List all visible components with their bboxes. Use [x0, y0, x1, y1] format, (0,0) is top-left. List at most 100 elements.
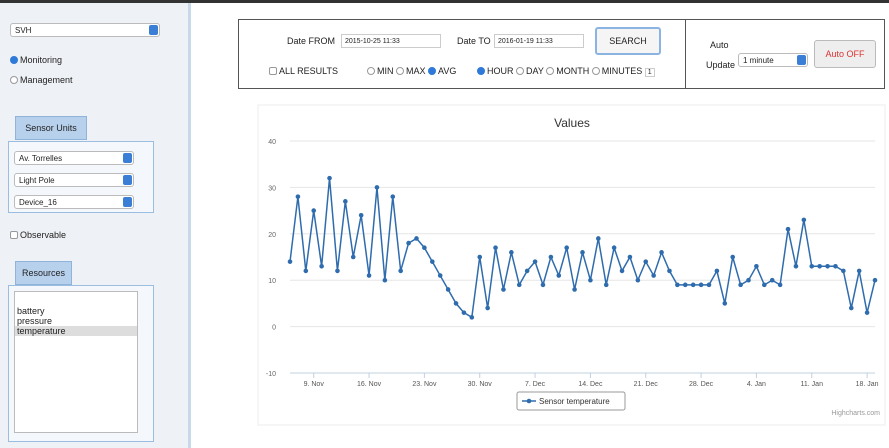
- point: [532, 259, 538, 264]
- legend-box: [516, 391, 626, 411]
- point: [477, 254, 483, 260]
- date-from[interactable]: 2015-10-25 11:33: [341, 34, 441, 48]
- point: [643, 259, 649, 264]
- point: [516, 282, 522, 288]
- search-button[interactable]: SEARCH: [595, 27, 661, 55]
- x-tick-label: 21. Dec: [634, 381, 659, 388]
- point: [358, 212, 364, 218]
- radio[interactable]: [591, 67, 600, 75]
- list-item[interactable]: temperature: [15, 326, 137, 336]
- select[interactable]: Av. Torrelles: [14, 151, 134, 165]
- point: [667, 268, 672, 274]
- point: [746, 277, 751, 283]
- aggregates: MIN MAX AVG: [367, 66, 456, 76]
- radio[interactable]: [477, 67, 485, 75]
- point: [303, 268, 309, 274]
- label: Auto: [710, 40, 729, 50]
- tab[interactable]: Resources: [15, 261, 72, 285]
- point: [509, 250, 514, 255]
- point: [730, 254, 736, 260]
- list-item[interactable]: pressure: [17, 316, 53, 326]
- point: [841, 268, 846, 274]
- point: [437, 273, 443, 278]
- interval-select[interactable]: 1 minute: [738, 53, 808, 67]
- intervals: HOUR DAY MONTH MINUTES 1: [477, 66, 655, 77]
- select[interactable]: Device_16: [14, 195, 134, 209]
- observable-checkbox[interactable]: Observable: [10, 230, 66, 240]
- point: [469, 315, 475, 320]
- credit: Highcharts.com: [831, 410, 880, 417]
- label: Management: [20, 75, 73, 85]
- y-tick-label: 20: [268, 232, 276, 239]
- point: [864, 310, 870, 315]
- date-to[interactable]: 2016-01-19 11:33: [494, 34, 584, 48]
- label: MINUTES: [601, 66, 643, 76]
- radio[interactable]: [546, 67, 555, 75]
- point: [414, 236, 419, 241]
- point: [287, 259, 293, 264]
- point: [445, 287, 451, 292]
- point: [588, 277, 593, 283]
- label: Monitoring: [20, 55, 63, 65]
- point: [801, 217, 807, 223]
- auto-update-panel: Auto Update 1 minute Auto OFF: [686, 19, 885, 89]
- point: [675, 282, 680, 288]
- x-tick-label: 16. Nov: [357, 381, 382, 388]
- point: [390, 194, 396, 199]
- resources-list: battery pressure temperature: [14, 291, 138, 433]
- minutes-input[interactable]: 1: [644, 68, 655, 77]
- label: Date TO: [457, 36, 491, 46]
- point: [762, 282, 767, 288]
- list-item[interactable]: battery: [17, 306, 45, 316]
- point: [461, 310, 467, 315]
- mode-radio[interactable]: Monitoring: [10, 55, 62, 65]
- point: [635, 277, 641, 283]
- point: [382, 277, 388, 283]
- auto-button[interactable]: Auto OFF: [814, 40, 876, 68]
- point: [453, 301, 459, 306]
- label: MONTH: [556, 66, 590, 76]
- x-tick-label: 9. Nov: [304, 381, 325, 388]
- point: [572, 287, 577, 292]
- point: [603, 282, 609, 288]
- label: AVG: [438, 66, 457, 76]
- point: [556, 273, 562, 278]
- point: [825, 263, 830, 269]
- point: [722, 301, 728, 306]
- tab[interactable]: Sensor Units: [15, 116, 87, 140]
- point: [659, 250, 664, 255]
- point: [548, 254, 554, 260]
- point: [406, 240, 411, 246]
- radio[interactable]: [428, 67, 437, 75]
- search-panel: Date FROM 2015-10-25 11:33 Date TO 2016-…: [238, 19, 686, 89]
- point: [540, 282, 546, 288]
- radio[interactable]: [367, 67, 375, 75]
- point: [809, 263, 815, 269]
- point: [422, 245, 427, 251]
- site-select[interactable]: SVH: [10, 23, 160, 37]
- point: [754, 263, 759, 269]
- label: DAY: [526, 66, 544, 76]
- point: [690, 282, 696, 288]
- y-tick-label: 0: [272, 325, 276, 332]
- point: [651, 273, 656, 278]
- point: [524, 268, 530, 274]
- all-results-checkbox[interactable]: ALL RESULTS: [269, 66, 338, 76]
- point: [501, 287, 506, 292]
- radio[interactable]: [516, 67, 525, 75]
- point: [848, 305, 854, 311]
- mode-radio[interactable]: Management: [10, 75, 73, 85]
- legend-marker: [526, 398, 532, 404]
- checkbox: [269, 67, 277, 75]
- point: [856, 268, 862, 274]
- radio[interactable]: [396, 67, 405, 75]
- point: [785, 226, 791, 232]
- point: [596, 236, 601, 241]
- point: [872, 277, 878, 283]
- point: [619, 268, 625, 274]
- select[interactable]: Light Pole: [14, 173, 134, 187]
- point: [769, 277, 775, 283]
- legend-label: Sensor temperature: [539, 397, 610, 406]
